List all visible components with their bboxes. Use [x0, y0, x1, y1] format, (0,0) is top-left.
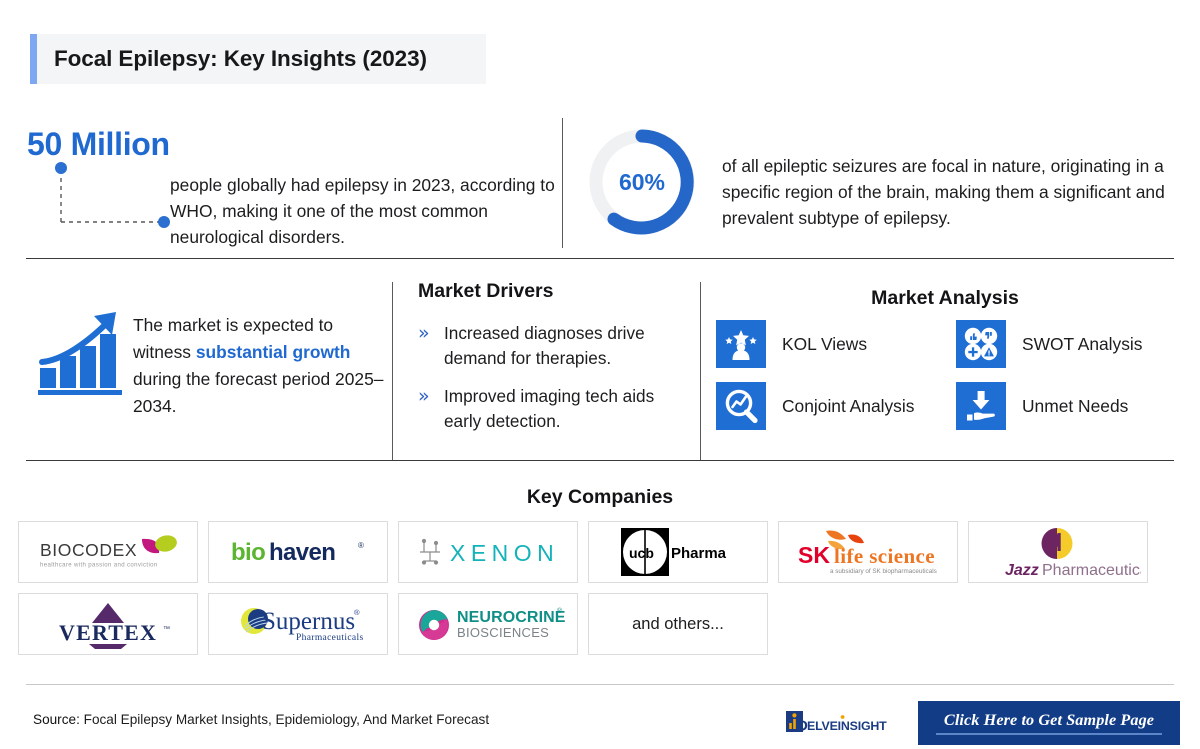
- xenon-logo-icon: XENON: [420, 538, 559, 566]
- divider-vertical-top: [562, 118, 563, 248]
- prevalence-value: 50 Million: [27, 126, 170, 162]
- company-logo-ucb-pharma[interactable]: ucb Pharma: [588, 521, 768, 583]
- focal-share-description: of all epileptic seizures are focal in n…: [722, 156, 1165, 228]
- source-label: Source:: [33, 712, 80, 727]
- title-accent-bar: [30, 34, 37, 84]
- neurocrine-biosciences-logo-icon: NEUROCRINE ® BIOSCIENCES: [419, 607, 566, 640]
- svg-text:BIOSCIENCES: BIOSCIENCES: [457, 625, 549, 640]
- focal-share-donut-chart: [589, 129, 695, 235]
- svg-text:™: ™: [163, 626, 170, 633]
- swot-four-circles-icon: [956, 320, 1006, 368]
- divider-top: [26, 258, 1174, 259]
- logo-row-2: VERTEX ™ Supernus ® Pharmaceuticals: [18, 593, 1182, 655]
- delveinsight-logo-icon[interactable]: D ELVEINSIGHT: [785, 707, 897, 737]
- svg-text:bio: bio: [231, 539, 265, 566]
- company-logo-jazz-pharmaceuticals[interactable]: Jazz Pharmaceuticals.: [968, 521, 1148, 583]
- hand-arrow-down-icon: [956, 382, 1006, 430]
- growth-text-before: The market is expected to witness: [133, 315, 334, 362]
- company-logo-xenon[interactable]: XENON: [398, 521, 578, 583]
- key-companies-logo-grid: BIOCODEX healthcare with passion and con…: [18, 521, 1182, 665]
- divider-middle: [26, 460, 1174, 461]
- jazz-pharmaceuticals-logo-icon: Jazz Pharmaceuticals.: [1005, 528, 1141, 579]
- market-analysis-item-conjoint-analysis[interactable]: Conjoint Analysis: [716, 382, 914, 430]
- divider-vertical-drivers-left: [392, 282, 393, 460]
- svg-text:ELVEINSIGHT: ELVEINSIGHT: [807, 719, 887, 733]
- svg-text:®: ®: [557, 607, 563, 615]
- market-drivers-title: Market Drivers: [418, 280, 554, 302]
- ucb-pharma-logo-icon: ucb Pharma: [621, 528, 727, 576]
- sk-life-science-logo-icon: SK life science a subsidiary of SK bioph…: [798, 530, 937, 575]
- key-companies-title: Key Companies: [526, 486, 674, 508]
- cta-underline: [936, 733, 1162, 735]
- growth-highlight: substantial growth: [195, 342, 351, 362]
- company-logo-neurocrine[interactable]: NEUROCRINE ® BIOSCIENCES: [398, 593, 578, 655]
- divider-vertical-drivers-right: [700, 282, 701, 460]
- divider-footer: [26, 684, 1174, 685]
- prevalence-description: people globally had epilepsy in 2023, ac…: [170, 175, 555, 247]
- double-chevron-icon: »: [418, 385, 430, 407]
- svg-text:Jazz: Jazz: [1005, 562, 1039, 579]
- logo-row-1: BIOCODEX healthcare with passion and con…: [18, 521, 1182, 583]
- svg-text:healthcare with passion and co: healthcare with passion and conviction: [40, 562, 158, 569]
- svg-text:a subsidiary of SK biopharmace: a subsidiary of SK biopharmaceuticals: [830, 568, 937, 575]
- source-note: Source: Focal Epilepsy Market Insights, …: [33, 712, 489, 727]
- supernus-logo-icon: Supernus ® Pharmaceuticals: [241, 608, 364, 643]
- and-others-label: and others...: [632, 614, 724, 633]
- svg-text:VERTEX: VERTEX: [59, 620, 157, 645]
- market-analysis-label: Unmet Needs: [1022, 395, 1129, 416]
- company-logo-sk-life-science[interactable]: SK life science a subsidiary of SK bioph…: [778, 521, 958, 583]
- magnifier-trend-icon: [716, 382, 766, 430]
- svg-text:SK: SK: [798, 542, 830, 568]
- cta-label: Click Here to Get Sample Page: [943, 711, 1155, 729]
- growth-statement: The market is expected to witness substa…: [133, 312, 389, 420]
- svg-text:Pharmaceuticals.: Pharmaceuticals.: [1042, 562, 1141, 579]
- focal-share-value: 60%: [618, 168, 666, 195]
- company-logo-biocodex[interactable]: BIOCODEX healthcare with passion and con…: [18, 521, 198, 583]
- svg-text:life science: life science: [834, 544, 935, 568]
- market-driver-item: » Improved imaging tech aids early detec…: [418, 384, 694, 434]
- svg-text:XENON: XENON: [450, 540, 559, 566]
- svg-text:®: ®: [354, 608, 360, 617]
- svg-text:ucb: ucb: [629, 545, 654, 561]
- svg-text:®: ®: [358, 541, 364, 550]
- svg-text:Supernus: Supernus: [262, 608, 355, 635]
- market-analysis-label: Conjoint Analysis: [782, 395, 915, 416]
- bar-chart-growth-icon: [38, 312, 122, 395]
- company-logo-biohaven[interactable]: bio haven ®: [208, 521, 388, 583]
- svg-text:Pharmaceuticals: Pharmaceuticals: [296, 633, 364, 643]
- svg-text:D: D: [797, 718, 808, 735]
- company-logo-vertex[interactable]: VERTEX ™: [18, 593, 198, 655]
- market-analysis-label: SWOT Analysis: [1022, 333, 1143, 354]
- biocodex-logo-icon: BIOCODEX healthcare with passion and con…: [40, 535, 177, 569]
- kol-person-star-icon: [716, 320, 766, 368]
- market-driver-text: Increased diagnoses drive demand for the…: [444, 323, 645, 368]
- company-logo-supernus[interactable]: Supernus ® Pharmaceuticals: [208, 593, 388, 655]
- source-text: Focal Epilepsy Market Insights, Epidemio…: [83, 712, 490, 727]
- svg-text:BIOCODEX: BIOCODEX: [40, 540, 137, 560]
- market-analysis-label: KOL Views: [782, 333, 868, 354]
- market-analysis-item-kol-views[interactable]: KOL Views: [716, 320, 867, 368]
- svg-text:NEUROCRINE: NEUROCRINE: [457, 609, 566, 626]
- double-chevron-icon: »: [418, 322, 430, 344]
- company-logo-and-others[interactable]: and others...: [588, 593, 768, 655]
- vertex-logo-icon: VERTEX ™: [59, 603, 170, 649]
- svg-text:Pharma: Pharma: [671, 545, 727, 562]
- market-analysis-title: Market Analysis: [871, 287, 1019, 309]
- biohaven-logo-icon: bio haven ®: [231, 539, 364, 566]
- page-title: Focal Epilepsy: Key Insights (2023): [54, 46, 427, 71]
- connector-line-icon: [55, 162, 170, 228]
- page-title-band: Focal Epilepsy: Key Insights (2023): [30, 34, 486, 84]
- market-analysis-item-unmet-needs[interactable]: Unmet Needs: [956, 382, 1128, 430]
- svg-text:haven: haven: [269, 539, 335, 566]
- get-sample-page-button[interactable]: Click Here to Get Sample Page: [918, 701, 1180, 745]
- market-driver-text: Improved imaging tech aids early detecti…: [444, 386, 655, 431]
- market-analysis-item-swot-analysis[interactable]: SWOT Analysis: [956, 320, 1142, 368]
- market-driver-item: » Increased diagnoses drive demand for t…: [418, 321, 694, 371]
- growth-text-after: during the forecast period 2025–2034.: [133, 369, 384, 416]
